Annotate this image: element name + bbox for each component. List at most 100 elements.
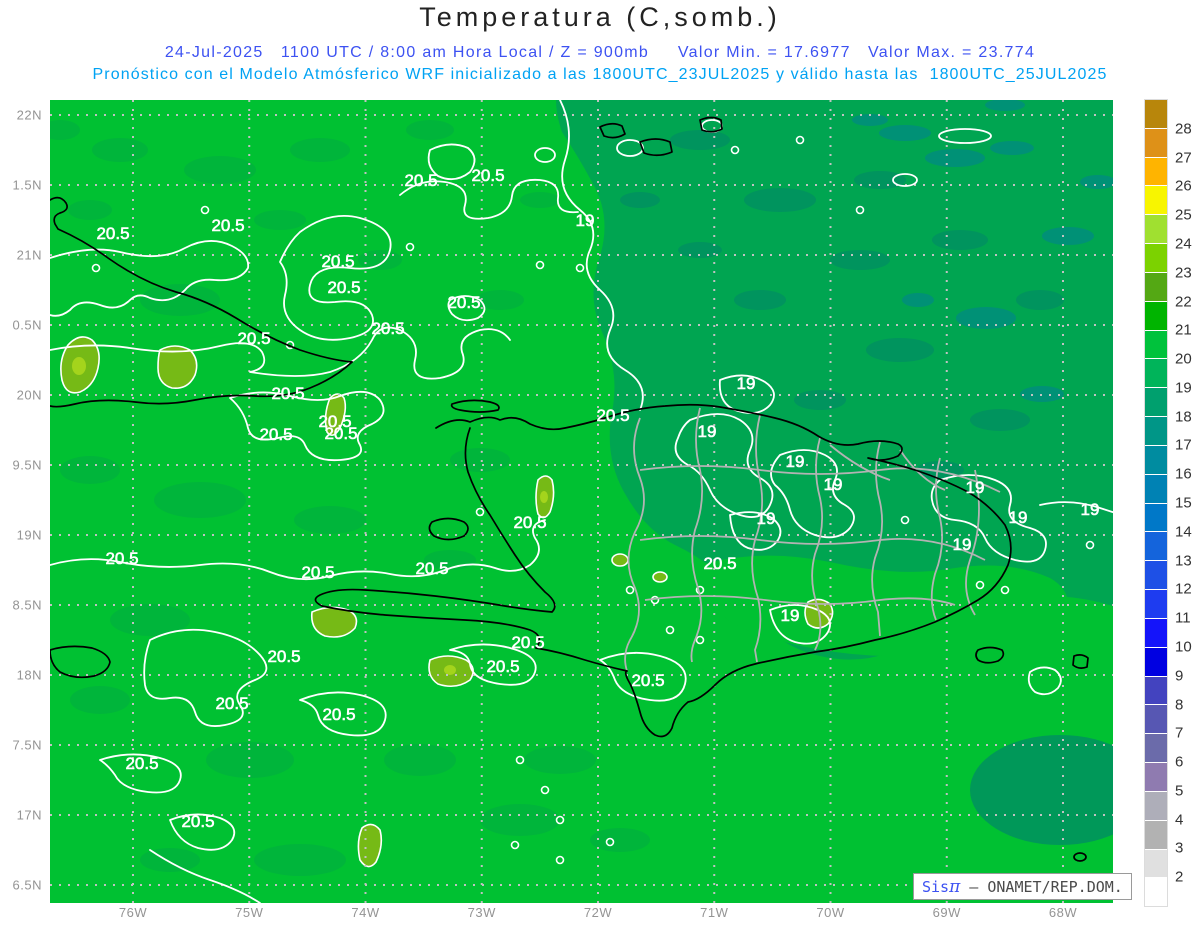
lon-tick-label: 71W [700,905,729,920]
saona-island [975,646,1005,664]
lat-tick-label: 17N [16,807,42,823]
colorbar-tick-label: 26 [1175,177,1192,195]
colorbar-tick-label: 20 [1175,350,1192,368]
contour-value-label: 19 [576,211,595,230]
colorbar-cell [1145,157,1167,186]
mona-island [1072,654,1089,669]
colorbar-cell [1145,849,1167,878]
contour-value-label: 20.5 [318,412,351,431]
contour-value-label: 19 [757,509,776,528]
contour-value-label: 19 [737,374,756,393]
lon-tick-label: 68W [1048,905,1078,920]
lon-tick-label: 74W [351,905,380,920]
colorbar-cell [1145,618,1167,647]
colorbar-tick-label: 15 [1175,494,1192,512]
contour-value-label: 20.5 [267,647,300,666]
contour-label-layer: 20.5 20.5 20.5 20.5 20.5 20.5 20.5 20.5 20.5 20.5… [96,166,1100,832]
contour-value-label: 19 [1081,500,1100,519]
contour-value-label: 20.5 [631,671,664,690]
colorbar-cell [1145,100,1167,128]
contour-value-label: 20.5 [105,549,138,568]
subtitle-model-info: Pronóstico con el Modelo Atmósferico WRF… [0,66,1200,84]
lon-tick-label: 72W [583,905,613,920]
cuba-south-coast [50,361,353,408]
lat-tick-label: 1.5N [12,177,42,193]
contour-value-label: 20.5 [271,384,304,403]
colorbar-tick-label: 8 [1175,696,1184,713]
lat-tick-label: 18N [16,667,42,683]
contour-value-label: 20.5 [215,694,248,713]
colorbar-tick-label: 17 [1175,436,1192,454]
colorbar-tick-label: 12 [1175,580,1192,598]
colorbar-tick-label: 3 [1175,839,1184,857]
contour-value-label: 20.5 [447,293,480,312]
province-borders [624,407,1001,672]
contour-value-label: 20.5 [237,329,270,348]
lon-tick-label: 69W [932,905,961,920]
colorbar-cell [1145,503,1167,532]
colorbar-tick-label: 25 [1175,206,1192,224]
colorbar-tick-label: 21 [1175,321,1192,339]
colorbar-tick-label: 14 [1175,523,1192,541]
lat-tick-label: 21N [16,247,42,263]
contour-value-label: 19 [786,452,805,471]
contour-value-label: 19 [781,606,800,625]
contour-value-label: 20.5 [404,171,437,190]
contour-value-label: 20.5 [327,278,360,297]
colorbar-cell [1145,878,1167,907]
colorbar-cell [1145,128,1167,157]
contour-value-label: 20.5 [181,812,214,831]
contour-value-label: 19 [966,478,985,497]
branding-prefix: Sis [922,877,950,896]
colorbar-cell [1145,186,1167,215]
lon-tick-label: 73W [467,905,496,920]
contour-value-label: 19 [824,475,843,494]
lat-tick-label: 9.5N [12,457,42,473]
lat-tick-label: 19N [16,527,42,543]
subtitle-line2-text: Pronóstico con el Modelo Atmósferico WRF… [92,66,1108,83]
hispaniola-north-east-coast [435,403,1012,738]
colorbar-cell [1145,734,1167,763]
lon-tick-label: 70W [816,905,845,920]
contour-value-label: 20.5 [259,425,292,444]
colorbar-cell [1145,474,1167,503]
temperature-colorbar [1144,99,1168,907]
subtitle-line1-text: 24-Jul-2025 1100 UTC / 8:00 am Hora Loca… [164,44,1036,61]
colorbar-tick-label: 24 [1175,235,1192,253]
colorbar-tick-label: 28 [1175,120,1192,138]
branding-org: – ONAMET/REP.DOM. [960,877,1123,896]
contour-value-label: 19 [1009,508,1028,527]
contour-value-label: 20.5 [511,633,544,652]
colorbar-cell [1145,330,1167,359]
cuba-north-coast [50,196,353,363]
colorbar-cell [1145,215,1167,244]
small-islet [1073,852,1087,862]
colorbar-tick-label: 22 [1175,293,1192,310]
graticule-grid [50,100,1113,903]
colorbar-cell [1145,561,1167,590]
colorbar-cell [1145,359,1167,388]
colorbar-cell [1145,676,1167,705]
contour-value-label: 19 [698,422,717,441]
colorbar-tick-label: 23 [1175,264,1192,282]
lon-tick-label: 76W [118,905,148,920]
colorbar-cell [1145,705,1167,734]
colorbar-cell [1145,532,1167,561]
warm-bright-spots [72,357,548,675]
contour-value-label: 20.5 [513,513,546,532]
lat-tick-label: 6.5N [12,877,42,893]
contour-value-label: 20.5 [301,563,334,582]
contour-value-label: 20.5 [703,554,736,573]
colorbar-tick-label: 6 [1175,753,1184,771]
haiti-south-coast [535,647,628,672]
colorbar-cell [1145,301,1167,330]
colorbar-cell [1145,647,1167,676]
lat-tick-label: 8.5N [12,597,42,613]
pi-logo-glyph: π [949,876,961,897]
colorbar-tick-label: 2 [1175,868,1184,886]
colorbar-tick-label: 4 [1175,811,1184,829]
contour-value-label: 20.5 [211,216,244,235]
contour-value-label: 20.5 [321,252,354,271]
branding-badge: Sis π – ONAMET/REP.DOM. [913,873,1132,900]
